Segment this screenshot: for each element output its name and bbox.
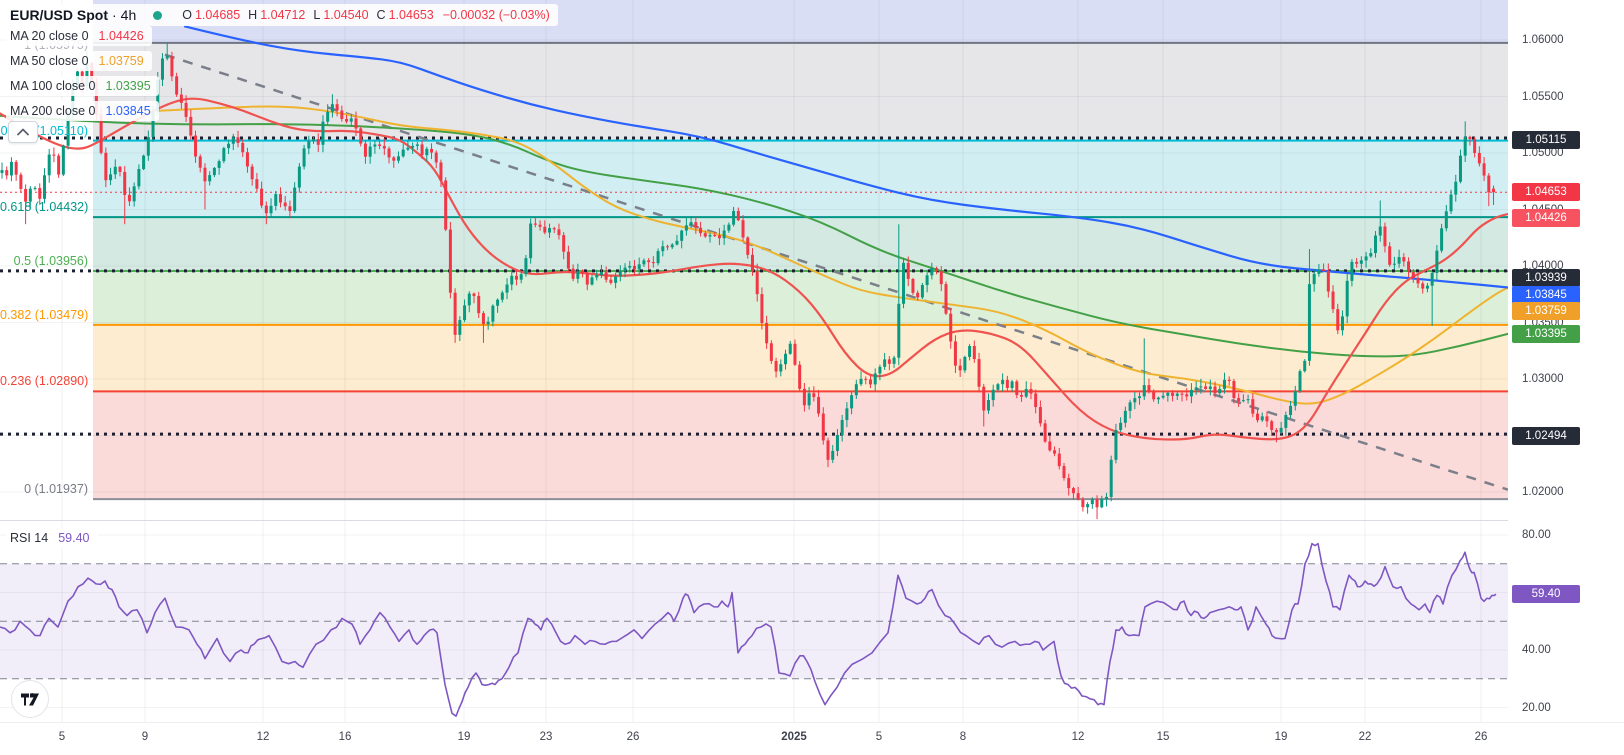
price-axis-badge: 1.03759 — [1512, 302, 1580, 320]
fib-label-0.236: 0.236 (1.02890) — [0, 374, 89, 389]
close-label: C — [376, 8, 386, 22]
ma-line-ma20[interactable] — [0, 97, 1508, 441]
price-tick-label: 1.06000 — [1522, 34, 1564, 46]
fib-label-0: 0 (1.01937) — [24, 482, 88, 497]
time-axis-label: 19 — [1274, 731, 1288, 743]
ma50-value: 1.03759 — [98, 54, 144, 68]
time-axis[interactable]: 5 9 12 16 19 23 26 2025 5 8 12 15 19 22 26 — [0, 722, 1624, 755]
change-value: −0.00032 (−0.03%) — [442, 8, 550, 22]
time-axis-label: 2025 — [781, 731, 807, 743]
rsi-label: RSI 14 — [10, 531, 49, 545]
ma-line-ma50[interactable] — [149, 105, 1508, 405]
rsi-tick-label: 80.00 — [1522, 529, 1551, 541]
price-tick-label: 1.05500 — [1522, 90, 1564, 103]
fib-label-0.382: 0.382 (1.03479) — [0, 307, 89, 322]
high-value: 1.04712 — [260, 8, 306, 22]
price-axis[interactable]: 1.060001.055001.050001.045001.040001.035… — [1508, 0, 1624, 755]
symbol-title-row[interactable]: EUR/USD Spot · 4h O 1.04685 H 1.04712 L 1.0… — [6, 4, 558, 26]
dotted-price-levels[interactable] — [0, 136, 1508, 436]
ma200-label: MA 200 close 0 — [10, 104, 96, 118]
time-axis-label: 26 — [1474, 731, 1488, 743]
interval-label: 4h — [120, 7, 137, 23]
close-value: 1.04653 — [388, 8, 434, 22]
ma50-label: MA 50 close 0 — [10, 54, 89, 68]
price-axis-badge: 1.04653 — [1512, 183, 1580, 201]
ma20-label: MA 20 close 0 — [10, 29, 89, 43]
symbol-name: EUR/USD Spot — [10, 7, 108, 23]
ma100-value: 1.03395 — [105, 79, 151, 93]
market-status-icon[interactable] — [153, 10, 163, 20]
pane-divider[interactable] — [0, 520, 1624, 521]
price-axis-badge: 1.02494 — [1512, 427, 1580, 445]
fib-label-0.5: 0.5 (1.03956) — [13, 253, 88, 268]
legend-row-ma20[interactable]: MA 20 close 0 1.04426 — [6, 26, 152, 46]
ma-line-ma100[interactable] — [0, 114, 1508, 358]
fib-bands-layer — [93, 0, 1508, 500]
fib-label-0.618: 0.618 (1.04432) — [0, 200, 89, 215]
legend-row-ma50[interactable]: MA 50 close 0 1.03759 — [6, 51, 152, 71]
legend-row-rsi[interactable]: RSI 14 59.40 — [6, 528, 98, 548]
open-label: O — [182, 8, 192, 22]
legend-row-ma100[interactable]: MA 100 close 0 1.03395 — [6, 76, 159, 96]
open-value: 1.04685 — [194, 8, 241, 22]
rsi-line[interactable] — [0, 542, 1497, 717]
legend-row-ma200[interactable]: MA 200 close 0 1.03845 — [6, 101, 159, 121]
tradingview-logo[interactable] — [11, 680, 49, 718]
rsi-value: 59.40 — [58, 531, 90, 545]
price-axis-badge: 1.03395 — [1512, 325, 1580, 343]
symbol-separator: · — [112, 7, 117, 23]
time-axis-label: 5 — [875, 731, 883, 743]
ma200-value: 1.03845 — [105, 104, 151, 118]
rsi-pane — [0, 542, 1508, 717]
time-axis-label: 5 — [58, 731, 66, 743]
rsi-tick-label: 40.00 — [1522, 644, 1551, 656]
ma20-value: 1.04426 — [98, 29, 144, 43]
chevron-up-icon — [17, 128, 29, 136]
ma100-label: MA 100 close 0 — [10, 79, 96, 93]
price-axis-badge: 1.04426 — [1512, 209, 1580, 227]
time-axis-label: 26 — [626, 731, 640, 743]
low-value: 1.04540 — [323, 8, 369, 22]
low-label: L — [313, 8, 321, 22]
price-tick-label: 1.05000 — [1522, 147, 1564, 159]
rsi-tick-label: 20.00 — [1522, 701, 1551, 714]
time-axis-label: 9 — [141, 731, 149, 743]
time-axis-label: 8 — [959, 731, 967, 743]
time-axis-label: 23 — [539, 731, 553, 743]
tradingview-logo-icon — [21, 693, 39, 706]
fib-retracement-lines[interactable] — [93, 41, 1508, 501]
time-axis-label: 16 — [338, 731, 352, 743]
time-axis-label: 12 — [256, 731, 270, 743]
candles-layer[interactable] — [0, 42, 1496, 534]
price-tick-label: 1.03000 — [1522, 373, 1564, 385]
time-axis-label: 22 — [1358, 731, 1372, 743]
price-axis-badge: 59.40 — [1512, 585, 1580, 603]
collapse-legend-button[interactable] — [8, 121, 38, 143]
price-tick-label: 1.02000 — [1522, 486, 1564, 498]
price-axis-badge: 1.03845 — [1512, 286, 1580, 304]
time-axis-label: 15 — [1156, 731, 1170, 743]
ohlc-values: O 1.04685 H 1.04712 L 1.04540 C 1.04653 −0.0… — [177, 8, 550, 22]
high-label: H — [248, 8, 258, 22]
time-axis-label: 19 — [457, 731, 471, 743]
price-axis-badge: 1.05115 — [1512, 131, 1580, 149]
time-axis-label: 12 — [1071, 731, 1085, 743]
price-axis-badge: 1.03939 — [1512, 269, 1580, 287]
ma-line-ma200[interactable] — [183, 25, 1508, 289]
